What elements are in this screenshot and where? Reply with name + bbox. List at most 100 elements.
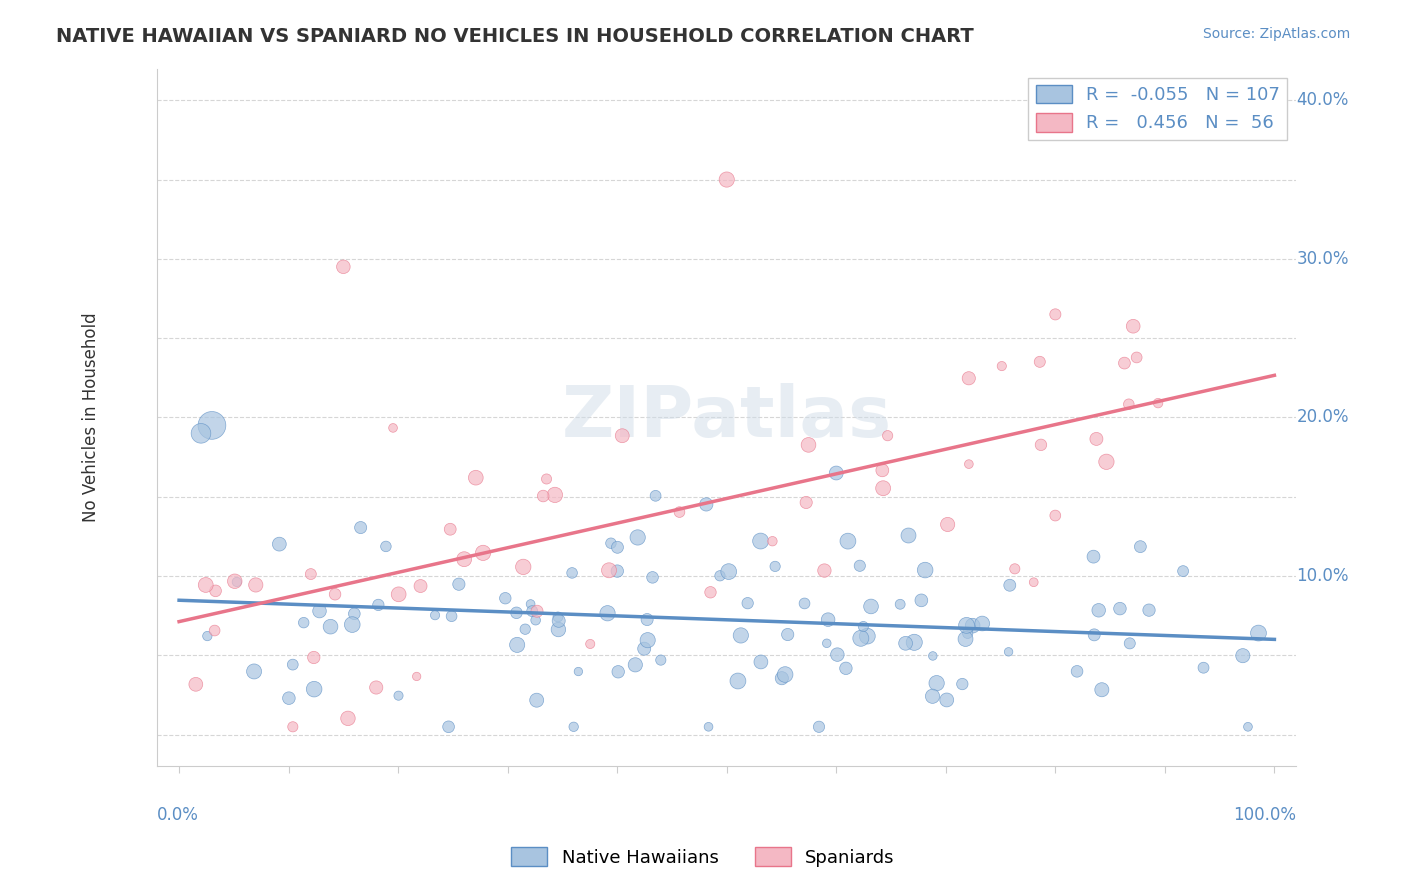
Point <box>624 657 647 672</box>
Point <box>770 671 793 685</box>
Point <box>343 607 366 621</box>
Point <box>627 531 650 545</box>
Point <box>997 645 1019 659</box>
Point <box>519 597 541 611</box>
Point <box>281 720 304 734</box>
Point <box>1029 355 1052 369</box>
Point <box>1085 432 1108 446</box>
Point <box>650 653 672 667</box>
Point <box>332 260 354 274</box>
Point <box>793 597 815 611</box>
Point <box>382 421 405 435</box>
Point <box>876 428 898 442</box>
Point <box>409 579 432 593</box>
Point <box>342 617 364 632</box>
Point <box>387 689 409 703</box>
Point <box>512 560 534 574</box>
Text: 20.0%: 20.0% <box>1296 409 1348 426</box>
Point <box>903 635 925 649</box>
Point <box>1119 636 1142 650</box>
Point <box>776 627 799 641</box>
Point <box>1137 603 1160 617</box>
Point <box>547 610 569 624</box>
Point <box>536 472 558 486</box>
Point <box>889 597 911 611</box>
Text: ZIPatlas: ZIPatlas <box>561 383 891 452</box>
Point <box>921 690 943 704</box>
Text: No Vehicles in Household: No Vehicles in Household <box>83 313 100 523</box>
Point <box>668 505 690 519</box>
Point <box>737 596 759 610</box>
Point <box>955 618 977 632</box>
Point <box>447 577 470 591</box>
Point <box>547 623 569 637</box>
Point <box>464 471 486 485</box>
Point <box>872 481 894 495</box>
Point <box>600 536 623 550</box>
Point <box>243 665 266 679</box>
Point <box>561 566 583 580</box>
Point <box>506 638 529 652</box>
Point <box>547 614 569 628</box>
Point <box>598 563 620 577</box>
Point <box>749 655 772 669</box>
Point <box>567 665 589 679</box>
Point <box>1091 682 1114 697</box>
Point <box>955 632 977 646</box>
Point <box>761 534 783 549</box>
Point <box>1171 564 1194 578</box>
Point <box>544 488 567 502</box>
Point <box>1118 397 1140 411</box>
Point <box>453 552 475 566</box>
Text: 40.0%: 40.0% <box>1296 91 1348 109</box>
Point <box>224 574 246 589</box>
Point <box>849 558 872 573</box>
Text: 30.0%: 30.0% <box>1296 250 1348 268</box>
Text: 100.0%: 100.0% <box>1233 806 1296 824</box>
Point <box>807 720 830 734</box>
Text: 10.0%: 10.0% <box>1296 567 1348 585</box>
Point <box>190 426 212 441</box>
Point <box>299 567 322 582</box>
Point <box>717 565 740 579</box>
Point <box>837 534 859 549</box>
Point <box>367 598 389 612</box>
Point <box>1087 603 1109 617</box>
Point <box>1247 626 1270 640</box>
Point <box>531 489 554 503</box>
Point <box>827 648 849 662</box>
Point <box>914 563 936 577</box>
Point <box>1129 540 1152 554</box>
Point <box>730 628 752 642</box>
Point <box>856 629 879 643</box>
Point <box>910 593 932 607</box>
Point <box>950 677 973 691</box>
Point <box>302 650 325 665</box>
Point <box>374 540 396 554</box>
Point <box>859 599 882 614</box>
Point <box>957 371 980 385</box>
Point <box>184 677 207 691</box>
Point <box>423 608 446 623</box>
Point <box>697 720 720 734</box>
Text: NATIVE HAWAIIAN VS SPANIARD NO VEHICLES IN HOUSEHOLD CORRELATION CHART: NATIVE HAWAIIAN VS SPANIARD NO VEHICLES … <box>56 27 974 45</box>
Point <box>852 619 875 633</box>
Point <box>817 613 839 627</box>
Point <box>991 359 1014 373</box>
Point <box>1114 356 1136 370</box>
Point <box>815 636 838 650</box>
Point <box>245 578 267 592</box>
Point <box>936 517 959 532</box>
Point <box>699 585 721 599</box>
Point <box>494 591 516 606</box>
Point <box>709 569 731 583</box>
Point <box>872 463 894 477</box>
Point <box>641 570 664 584</box>
Point <box>225 574 247 589</box>
Point <box>472 546 495 560</box>
Point <box>1045 307 1067 321</box>
Point <box>1029 438 1052 452</box>
Point <box>204 624 226 638</box>
Point <box>515 622 537 636</box>
Point <box>1083 549 1105 564</box>
